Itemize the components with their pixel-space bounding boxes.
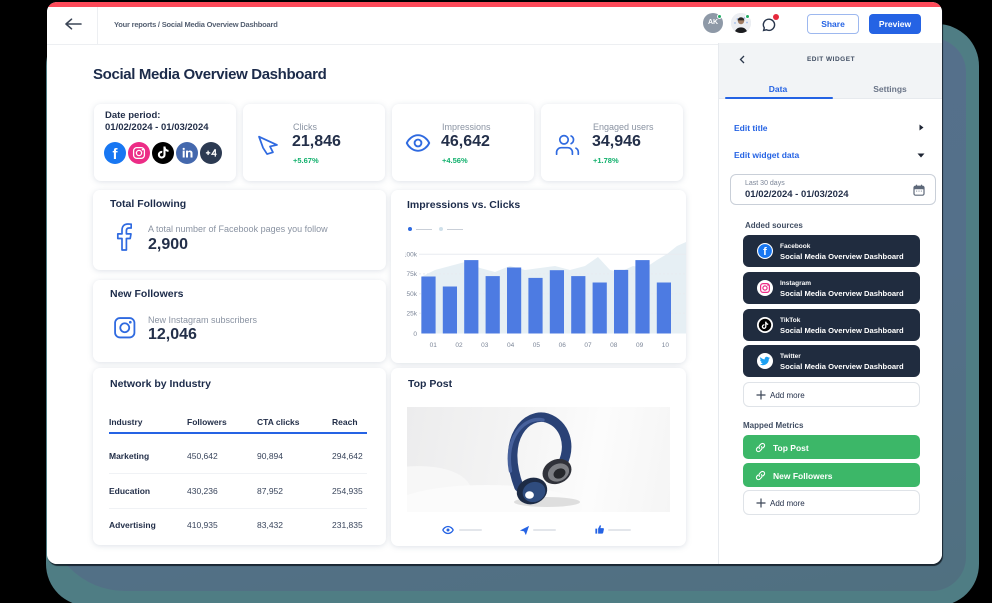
svg-text:0: 0 — [413, 331, 417, 338]
svg-text:01: 01 — [430, 342, 438, 349]
svg-text:10: 10 — [662, 342, 670, 349]
svg-text:100k: 100k — [405, 252, 418, 259]
svg-text:08: 08 — [610, 342, 618, 349]
svg-text:05: 05 — [533, 342, 541, 349]
svg-text:06: 06 — [559, 342, 567, 349]
svg-text:03: 03 — [481, 342, 489, 349]
svg-text:07: 07 — [584, 342, 592, 349]
svg-text:04: 04 — [507, 342, 515, 349]
svg-text:75k: 75k — [407, 271, 418, 278]
svg-text:25k: 25k — [407, 311, 418, 318]
svg-text:02: 02 — [455, 342, 463, 349]
svg-text:50k: 50k — [407, 291, 418, 298]
svg-text:09: 09 — [636, 342, 644, 349]
